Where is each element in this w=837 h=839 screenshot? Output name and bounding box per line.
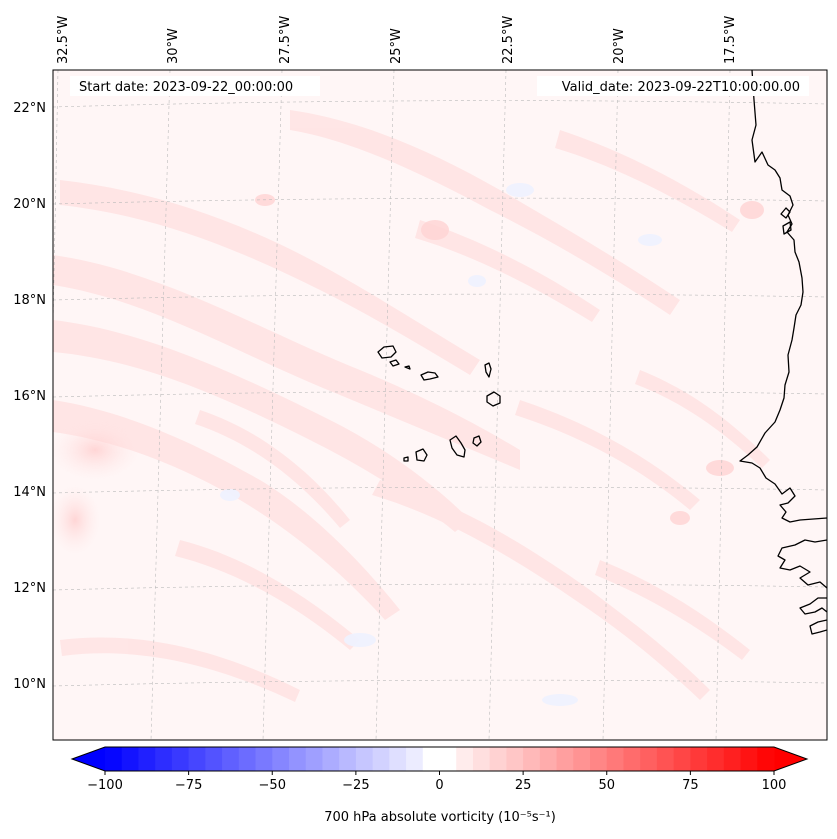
lon-label: 20°W [612, 28, 627, 64]
lon-label: 32.5°W [56, 16, 71, 64]
valid-date-label: Valid_date: 2023-09-22T10:00:00.00 [562, 80, 800, 95]
colorbar-cell [740, 747, 758, 771]
colorbar-label: 700 hPa absolute vorticity (10⁻⁵s⁻¹) [324, 810, 556, 825]
coastline [739, 70, 827, 635]
lon-label: 22.5°W [501, 16, 516, 64]
lon-label: 30°W [166, 28, 181, 64]
colorbar-cell [623, 747, 641, 771]
colorbar-cell [339, 747, 357, 771]
colorbar-tick-label: −100 [87, 778, 123, 793]
colorbar-cell [372, 747, 390, 771]
map-frame [52, 69, 828, 741]
colorbar-tick-label: −75 [175, 778, 202, 793]
map-panel[interactable]: Start date: 2023-09-22_00:00:00 Valid_da… [45, 69, 828, 741]
colorbar-cell [673, 747, 691, 771]
lat-label: 22°N [13, 101, 46, 116]
colorbar-cell [707, 747, 725, 771]
longitude-labels: 32.5°W 30°W 27.5°W 25°W 22.5°W 20°W 17.5… [56, 16, 738, 64]
colorbar-cell [439, 747, 457, 771]
lon-label: 27.5°W [278, 16, 293, 64]
colorbar-cell [171, 747, 190, 771]
colorbar-cell [389, 747, 407, 771]
colorbar-cell [573, 747, 591, 771]
valid-label-box [537, 76, 809, 96]
start-label-box [70, 76, 320, 96]
colorbar-cell [472, 747, 491, 771]
colorbar-cell [406, 747, 424, 771]
start-date-label: Start date: 2023-09-22_00:00:00 [79, 80, 293, 95]
colorbar-cell [272, 747, 290, 771]
colorbar-cell [155, 747, 173, 771]
colorbar-cell [590, 747, 608, 771]
colorbar-cell [305, 747, 323, 771]
colorbar-cell [355, 747, 374, 771]
colorbar-tick-label: 75 [682, 778, 699, 793]
colorbar-ticks: −100 −75 −50 −25 0 25 50 75 100 [87, 771, 786, 793]
colorbar-cell [238, 747, 257, 771]
colorbar-cell [222, 747, 240, 771]
lat-label: 20°N [13, 197, 46, 212]
colorbar-cell [539, 747, 558, 771]
colorbar-cell [489, 747, 507, 771]
colorbar-cell [121, 747, 139, 771]
lat-label: 14°N [13, 485, 46, 500]
colorbar-cell [288, 747, 307, 771]
cape-verde-islands [377, 345, 501, 462]
colorbar-extend-low [72, 747, 105, 771]
colorbar-cell [606, 747, 624, 771]
colorbar-cell [640, 747, 658, 771]
colorbar-tick-label: 0 [435, 778, 443, 793]
colorbar-cell [188, 747, 206, 771]
lon-label: 25°W [389, 28, 404, 64]
vorticity-field [53, 70, 827, 740]
graticule [53, 70, 827, 740]
colorbar-tick-label: −25 [342, 778, 369, 793]
colorbar-cell [138, 747, 156, 771]
colorbar: −100 −75 −50 −25 0 25 50 75 100 700 hPa absolute… [70, 746, 809, 825]
lat-label: 10°N [13, 677, 46, 692]
colorbar-tick-label: 25 [515, 778, 532, 793]
colorbar-cell [105, 747, 123, 771]
lon-label: 17.5°W [723, 16, 738, 64]
colorbar-cell [656, 747, 675, 771]
negative-vorticity-patches [220, 183, 662, 706]
colorbar-tick-label: 50 [598, 778, 615, 793]
colorbar-cell [757, 747, 775, 771]
colorbar-tick-label: −50 [259, 778, 286, 793]
colorbar-cell [422, 747, 440, 771]
colorbar-cell [322, 747, 340, 771]
colorbar-cell [690, 747, 708, 771]
lat-label: 18°N [13, 293, 46, 308]
colorbar-extend-high [774, 747, 807, 771]
colorbar-cell [205, 747, 223, 771]
colorbar-tick-label: 100 [762, 778, 787, 793]
colorbar-cells [105, 747, 775, 771]
lat-label: 12°N [13, 581, 46, 596]
colorbar-cell [255, 747, 273, 771]
colorbar-cell [523, 747, 541, 771]
colorbar-cell [556, 747, 574, 771]
latitude-labels: 22°N 20°N 18°N 16°N 14°N 12°N 10°N [13, 101, 46, 692]
colorbar-cell [456, 747, 474, 771]
lat-label: 16°N [13, 389, 46, 404]
colorbar-cell [723, 747, 742, 771]
colorbar-cell [506, 747, 524, 771]
